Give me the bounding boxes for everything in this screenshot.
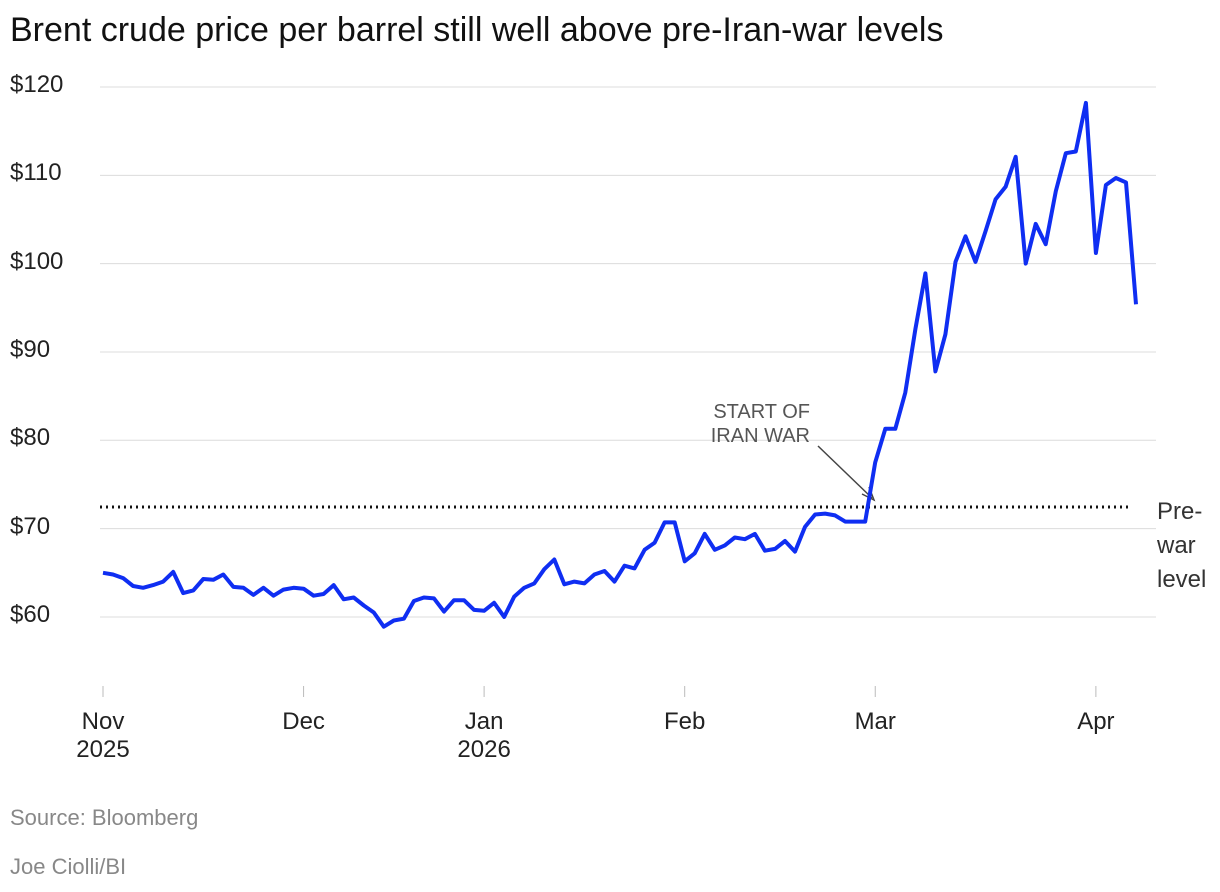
- x-tick-label: Jan 2026: [457, 708, 511, 763]
- y-tick-label: $100: [10, 247, 64, 275]
- y-tick-label: $60: [10, 600, 51, 628]
- x-tick-label: Feb: [664, 708, 706, 735]
- source: Source: Bloomberg: [10, 805, 199, 830]
- x-tick-label: Apr: [1077, 708, 1115, 735]
- y-tick-label: $70: [10, 512, 51, 540]
- y-tick-label: $120: [10, 71, 64, 98]
- x-tick-label: Mar: [854, 708, 896, 735]
- annotation-arrow: [817, 445, 873, 499]
- annotation: START OF IRAN WAR: [710, 401, 810, 447]
- y-tick-label: $80: [10, 424, 51, 452]
- price-line: [102, 100, 1138, 629]
- y-tick-label: $90: [10, 335, 51, 363]
- x-tick-label: Nov 2025: [76, 708, 130, 763]
- reference-label: Pre-war level: [1157, 497, 1207, 593]
- y-tick-label: $110: [10, 159, 62, 187]
- x-tick-label: Dec: [282, 708, 325, 735]
- credit: Joe Ciolli/BI: [10, 854, 127, 879]
- chart-title: Brent crude price per barrel still well …: [10, 11, 944, 49]
